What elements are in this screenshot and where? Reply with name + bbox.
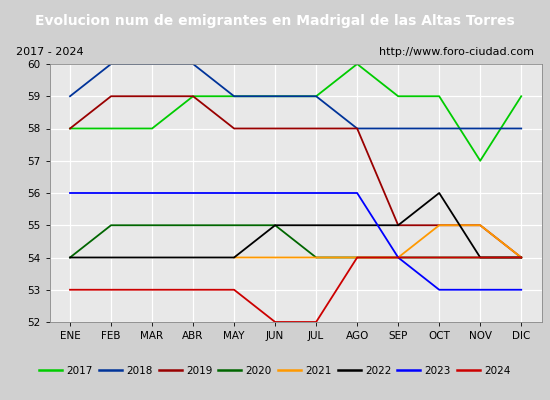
Text: Evolucion num de emigrantes en Madrigal de las Altas Torres: Evolucion num de emigrantes en Madrigal … <box>35 14 515 28</box>
Text: http://www.foro-ciudad.com: http://www.foro-ciudad.com <box>379 47 534 57</box>
Legend: 2017, 2018, 2019, 2020, 2021, 2022, 2023, 2024: 2017, 2018, 2019, 2020, 2021, 2022, 2023… <box>36 363 514 379</box>
Text: 2017 - 2024: 2017 - 2024 <box>16 47 84 57</box>
